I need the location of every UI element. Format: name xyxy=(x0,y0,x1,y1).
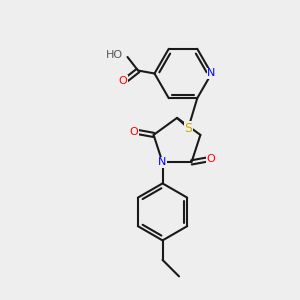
Text: S: S xyxy=(184,122,192,135)
Text: O: O xyxy=(118,76,127,86)
Text: N: N xyxy=(158,158,167,167)
Text: O: O xyxy=(130,127,139,137)
Text: O: O xyxy=(207,154,215,164)
Text: HO: HO xyxy=(106,50,123,61)
Text: N: N xyxy=(207,68,216,79)
